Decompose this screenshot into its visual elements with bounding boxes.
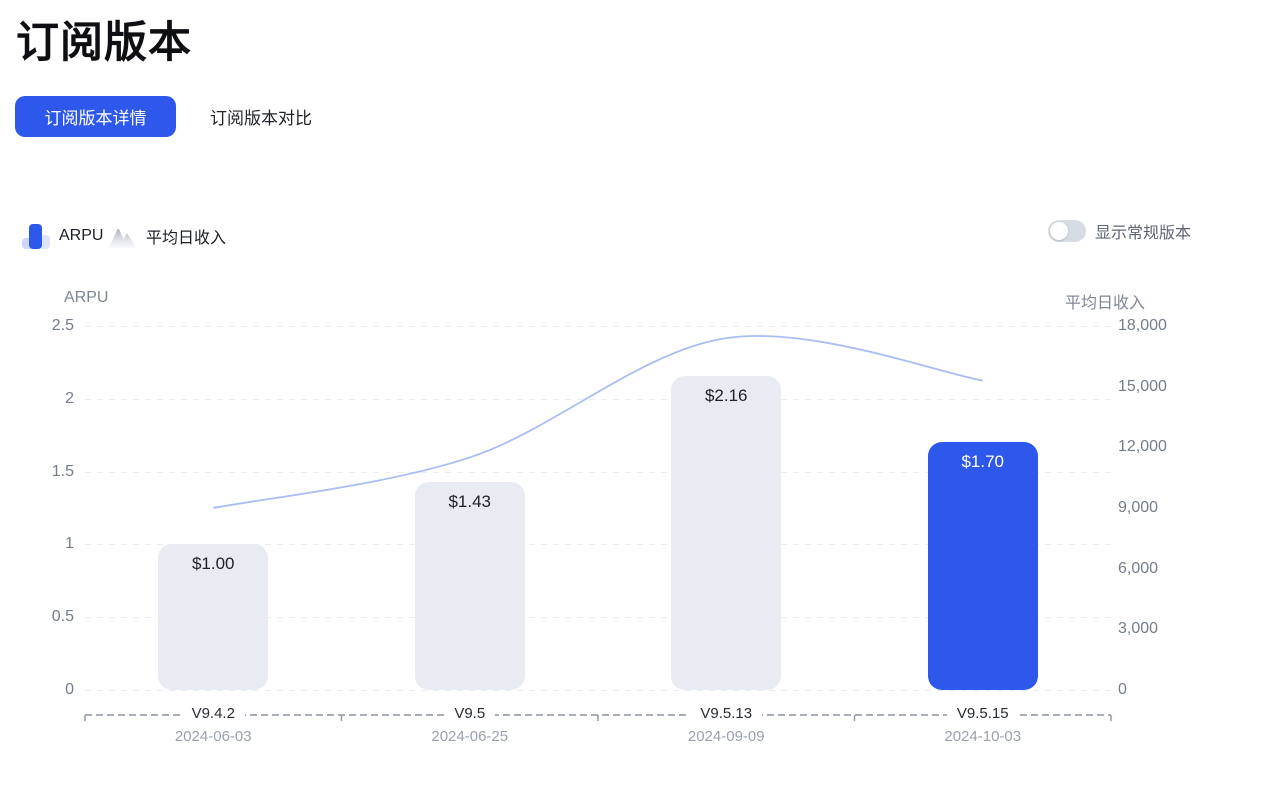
legend-item-arpu[interactable]: ARPU [22, 222, 103, 250]
toggle-knob [1050, 222, 1068, 240]
legend-label-arpu: ARPU [59, 227, 104, 244]
x-category-V9.5.13: V9.5.13 2024-09-09 [646, 704, 806, 746]
date-label: 2024-09-09 [687, 728, 765, 745]
right-axis-tick: 0 [1118, 681, 1127, 698]
date-label: 2024-10-03 [944, 728, 1022, 745]
bar-value-label: $1.00 [191, 554, 235, 574]
right-axis-tick: 12,000 [1118, 438, 1167, 456]
x-category-V9.5.15: V9.5.15 2024-10-03 [903, 704, 1063, 746]
toggle-label: 显示常规版本 [1095, 225, 1192, 242]
right-axis-tick: 18,000 [1118, 317, 1167, 334]
page-title: 订阅版本 [16, 19, 192, 67]
bar-V9.5[interactable]: $1.43 [414, 481, 525, 690]
left-axis-tick: 0 [65, 681, 74, 698]
legend-label-avg-daily-revenue: 平均日收入 [146, 230, 227, 247]
version-label: V9.5.15 [946, 704, 1019, 724]
left-axis-tick: 2 [65, 389, 74, 407]
gridline [85, 326, 1111, 327]
toggle-switch[interactable] [1048, 220, 1086, 242]
bar-V9.4.2[interactable]: $1.00 [158, 544, 269, 690]
left-axis-tick: 2.5 [51, 317, 74, 334]
x-category-V9.5: V9.5 2024-06-25 [390, 704, 550, 746]
right-axis-tick: 6,000 [1118, 559, 1159, 577]
gridline [85, 617, 1111, 619]
left-axis-title: ARPU [64, 289, 109, 306]
toggle-show-regular-version[interactable]: 显示常规版本 [1048, 219, 1191, 243]
gridline [85, 544, 1111, 546]
right-axis-title: 平均日收入 [1065, 295, 1146, 312]
gridline [85, 690, 1111, 691]
version-label: V9.4.2 [181, 704, 245, 724]
left-axis-tick: 1.5 [51, 462, 74, 480]
bar-chart-icon [22, 223, 50, 249]
left-axis-tick: 1 [65, 535, 74, 553]
version-label: V9.5 [444, 704, 496, 724]
tab-subscription-detail[interactable]: 订阅版本详情 [15, 96, 176, 137]
right-axis-tick: 15,000 [1118, 377, 1167, 395]
legend-item-avg-daily-revenue[interactable]: 平均日收入 [108, 222, 226, 250]
area-chart-icon [108, 224, 137, 249]
left-axis-tick: 0.5 [51, 608, 74, 626]
right-axis-tick: 3,000 [1118, 620, 1159, 638]
version-label: V9.5.13 [690, 704, 763, 724]
x-category-V9.4.2: V9.4.2 2024-06-03 [133, 704, 293, 746]
date-label: 2024-06-25 [431, 728, 509, 745]
tab-subscription-compare[interactable]: 订阅版本对比 [202, 96, 320, 137]
date-label: 2024-06-03 [174, 728, 252, 745]
right-axis-tick: 9,000 [1118, 499, 1159, 516]
